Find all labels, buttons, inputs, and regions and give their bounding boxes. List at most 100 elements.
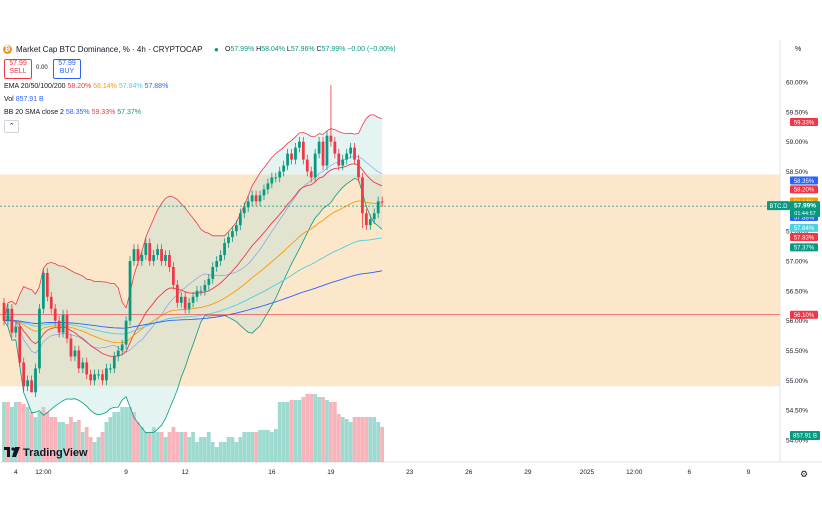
volume-bar bbox=[159, 432, 164, 462]
volume-bar bbox=[179, 432, 184, 462]
y-tick-label: 56.50% bbox=[786, 288, 808, 295]
market-status-dot: ● bbox=[214, 45, 219, 54]
volume-bar bbox=[92, 442, 97, 462]
change-value: −0.00 (−0.00%) bbox=[347, 46, 396, 53]
symbol-title[interactable]: Market Cap BTC Dominance, % · 4h · CRYPT… bbox=[16, 45, 203, 54]
symbol-tag: BTC.D bbox=[770, 204, 789, 210]
price-axis-label: 58.35% bbox=[794, 179, 815, 185]
volume-bar bbox=[360, 417, 365, 462]
ema-legend[interactable]: EMA 20/50/100/200 58.20% 58.14% 57.84% 5… bbox=[4, 83, 169, 90]
price-axis-label: 59.33% bbox=[794, 120, 815, 126]
volume-bar bbox=[9, 407, 14, 462]
candle-body bbox=[341, 159, 345, 166]
volume-bar bbox=[124, 407, 128, 462]
candle-body bbox=[45, 272, 49, 297]
price-axis-label: 56.10% bbox=[794, 313, 815, 319]
candle-body bbox=[376, 201, 380, 214]
candle-body bbox=[203, 284, 207, 291]
buy-button[interactable]: 57.99 BUY bbox=[53, 59, 81, 79]
volume-bar bbox=[258, 430, 262, 462]
settings-gear-icon[interactable]: ⚙ bbox=[800, 469, 809, 479]
collapse-legend-button[interactable]: ⌃ bbox=[4, 120, 19, 133]
volume-bar bbox=[313, 394, 318, 462]
candle-body bbox=[61, 314, 65, 333]
candle-body bbox=[301, 141, 305, 160]
candle-body bbox=[183, 296, 187, 309]
volume-bar bbox=[325, 400, 329, 462]
candle-body bbox=[266, 183, 270, 190]
volume-bar bbox=[380, 427, 385, 462]
candle-body bbox=[136, 249, 140, 261]
candle-body bbox=[140, 255, 144, 261]
candle-body bbox=[42, 272, 45, 309]
candle-body bbox=[22, 362, 26, 387]
ohlc-readout: O57.99% H58.04% L57.96% C57.99% −0.00 (−… bbox=[225, 46, 396, 53]
y-tick-label: 55.50% bbox=[786, 348, 808, 355]
volume-bar bbox=[73, 422, 77, 462]
percent-toggle[interactable]: % bbox=[795, 46, 802, 53]
candle-body bbox=[361, 177, 364, 214]
volume-bar bbox=[262, 430, 266, 462]
volume-bar bbox=[289, 400, 294, 462]
price-axis-label-bg bbox=[790, 117, 818, 126]
volume-bar bbox=[25, 407, 30, 462]
volume-bar bbox=[88, 437, 93, 462]
volume-bar bbox=[136, 422, 140, 462]
volume-bar bbox=[344, 419, 349, 462]
volume-axis-label-bg bbox=[790, 431, 820, 440]
symbol-tag-bg bbox=[767, 201, 790, 211]
candle-body bbox=[26, 380, 30, 387]
volume-bar bbox=[317, 397, 321, 462]
volume-legend[interactable]: Vol 857.91 B bbox=[4, 96, 44, 103]
candle-body bbox=[105, 368, 108, 381]
candle-body bbox=[81, 362, 85, 369]
candle-body bbox=[65, 314, 69, 339]
volume-bar bbox=[297, 400, 302, 462]
volume-bar bbox=[139, 427, 144, 462]
volume-bar bbox=[273, 429, 278, 462]
volume-bar bbox=[171, 427, 176, 462]
x-tick-label: 12:00 bbox=[35, 469, 52, 476]
price-axis-label-bg bbox=[790, 310, 818, 319]
y-tick-label: 59.50% bbox=[786, 109, 808, 116]
candle-body bbox=[353, 147, 356, 160]
candle-body bbox=[152, 255, 156, 261]
volume-bar bbox=[226, 437, 231, 462]
price-axis-label: 58.20% bbox=[794, 188, 815, 194]
volume-bar bbox=[210, 442, 215, 462]
candle-body bbox=[231, 231, 234, 238]
volume-bar bbox=[195, 442, 199, 462]
volume-bar bbox=[65, 424, 69, 462]
candle-body bbox=[219, 255, 223, 261]
y-tick-label: 56.00% bbox=[786, 318, 808, 325]
volume-bar bbox=[76, 420, 81, 462]
current-price-label: 57.99% bbox=[794, 203, 816, 210]
bb-legend[interactable]: BB 20 SMA close 2 58.35% 59.33% 57.37% bbox=[4, 109, 142, 116]
price-axis-label: 57.83% bbox=[794, 235, 815, 241]
volume-bar bbox=[277, 402, 282, 462]
candle-body bbox=[262, 189, 266, 196]
candle-body bbox=[333, 141, 337, 154]
candle-body bbox=[321, 141, 325, 166]
volume-bar bbox=[336, 414, 341, 462]
candle-body bbox=[187, 302, 191, 309]
candle-body bbox=[49, 296, 53, 309]
sell-button[interactable]: 57.99 SELL bbox=[4, 59, 32, 79]
volume-axis-label: 857.91 B bbox=[793, 434, 817, 440]
x-tick-label: 4 bbox=[14, 469, 18, 476]
candle-body bbox=[325, 135, 329, 166]
candle-body bbox=[294, 147, 297, 160]
candle-body bbox=[89, 374, 93, 381]
volume-bar bbox=[120, 407, 125, 462]
volume-bar bbox=[143, 432, 148, 462]
candle-body bbox=[2, 302, 6, 321]
candle-body bbox=[246, 201, 250, 208]
volume-bar bbox=[175, 432, 180, 462]
current-price-label-bg bbox=[790, 201, 820, 218]
x-tick-label: 9 bbox=[747, 469, 751, 476]
candle-body bbox=[120, 344, 124, 351]
volume-bar bbox=[321, 397, 325, 462]
candle-body bbox=[116, 350, 120, 357]
volume-bar bbox=[293, 400, 298, 462]
